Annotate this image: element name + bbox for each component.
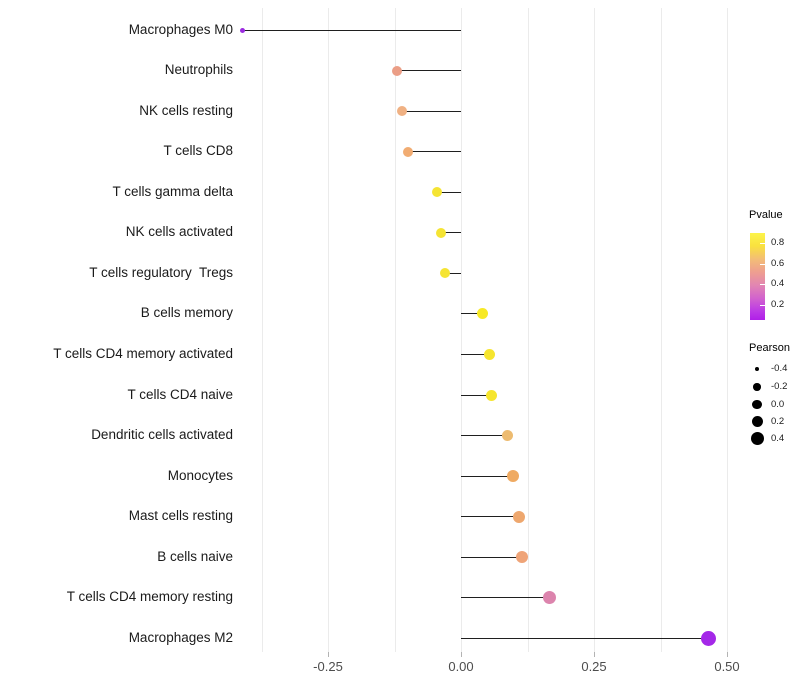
pvalue-legend-label: 0.8 (771, 237, 785, 248)
x-tick-label: 0.25 (581, 659, 607, 674)
data-point (436, 227, 447, 238)
lollipop-stick (461, 475, 514, 477)
category-label: B cells memory (140, 305, 233, 321)
lollipop-stick (461, 556, 523, 558)
pearson-legend-dot (750, 432, 764, 445)
lollipop-stick (437, 191, 461, 193)
data-point (516, 551, 529, 564)
lollipop-stick (441, 232, 461, 234)
x-gridline (527, 8, 529, 652)
data-point (397, 106, 408, 117)
data-point (512, 510, 525, 523)
lollipop-stick (461, 516, 519, 518)
category-label: NK cells resting (139, 102, 233, 118)
lollipop-stick (461, 435, 508, 437)
x-tick (328, 652, 329, 657)
lollipop-stick (461, 354, 490, 356)
x-gridline (461, 8, 462, 652)
x-gridline (328, 8, 329, 652)
pearson-legend-dot (752, 399, 762, 410)
data-point (392, 65, 403, 76)
pearson-legend-title: Pearson (749, 342, 790, 354)
pearson-legend-label: -0.2 (771, 381, 788, 392)
pearson-legend-label: -0.4 (771, 363, 788, 374)
x-gridline (394, 8, 396, 652)
pearson-legend-dot (751, 416, 763, 427)
pvalue-gradient-tick (760, 243, 765, 244)
pvalue-gradient-tick (760, 284, 765, 285)
category-label: T cells regulatory Tregs (89, 264, 233, 280)
pearson-legend-dot (753, 383, 761, 391)
lollipop-stick (397, 70, 461, 72)
x-tick (461, 652, 462, 657)
data-point (502, 430, 514, 442)
x-tick-label: 0.50 (714, 659, 740, 674)
data-point (240, 27, 246, 33)
lollipop-stick (461, 638, 709, 640)
category-label: Mast cells resting (128, 508, 233, 524)
category-label: Macrophages M0 (128, 21, 233, 37)
pearson-legend-label: 0.2 (771, 415, 785, 427)
pvalue-legend-label: 0.4 (771, 278, 785, 289)
pearson-legend-label: 0.0 (771, 398, 785, 410)
pvalue-legend-label: 0.6 (771, 257, 785, 269)
x-tick (594, 652, 595, 657)
x-tick-label: -0.25 (313, 659, 343, 674)
x-gridline (594, 8, 595, 652)
data-point (543, 591, 557, 605)
category-label: T cells CD4 memory resting (66, 589, 233, 605)
category-label: Monocytes (167, 467, 233, 483)
x-tick (727, 652, 728, 657)
data-point (483, 349, 495, 361)
data-point (402, 146, 413, 157)
pearson-legend-label: 0.4 (771, 432, 785, 444)
x-gridline (727, 8, 728, 652)
pvalue-legend-title: Pvalue (749, 209, 783, 221)
x-tick-label: 0.00 (448, 659, 474, 674)
data-point (507, 470, 520, 483)
x-gridline (660, 8, 662, 652)
pvalue-gradient-tick (760, 304, 765, 306)
data-point (700, 631, 716, 647)
pearson-legend-dot (754, 366, 760, 372)
lollipop-stick (461, 394, 492, 396)
pvalue-gradient-tick (760, 263, 765, 265)
category-label: T cells CD4 memory activated (53, 346, 233, 362)
category-label: NK cells activated (125, 224, 233, 240)
lollipop-stick (445, 272, 461, 274)
category-label: Dendritic cells activated (91, 427, 233, 443)
pvalue-legend-label: 0.2 (771, 298, 785, 310)
category-label: T cells gamma delta (112, 183, 233, 199)
category-label: Macrophages M2 (128, 630, 233, 646)
lollipop-stick (242, 29, 461, 31)
category-label: B cells naive (157, 548, 233, 564)
data-point (477, 308, 489, 320)
category-label: T cells CD4 naive (127, 386, 233, 402)
lollipop-stick (402, 110, 461, 112)
lollipop-stick (407, 151, 461, 153)
data-point (432, 187, 443, 198)
category-label: Neutrophils (164, 62, 233, 78)
lollipop-stick (461, 313, 483, 315)
pvalue-gradient-bar (750, 233, 765, 320)
data-point (440, 268, 451, 279)
lollipop-stick (461, 597, 550, 599)
category-label: T cells CD8 (163, 143, 233, 159)
data-point (485, 389, 497, 401)
x-gridline (261, 8, 263, 652)
